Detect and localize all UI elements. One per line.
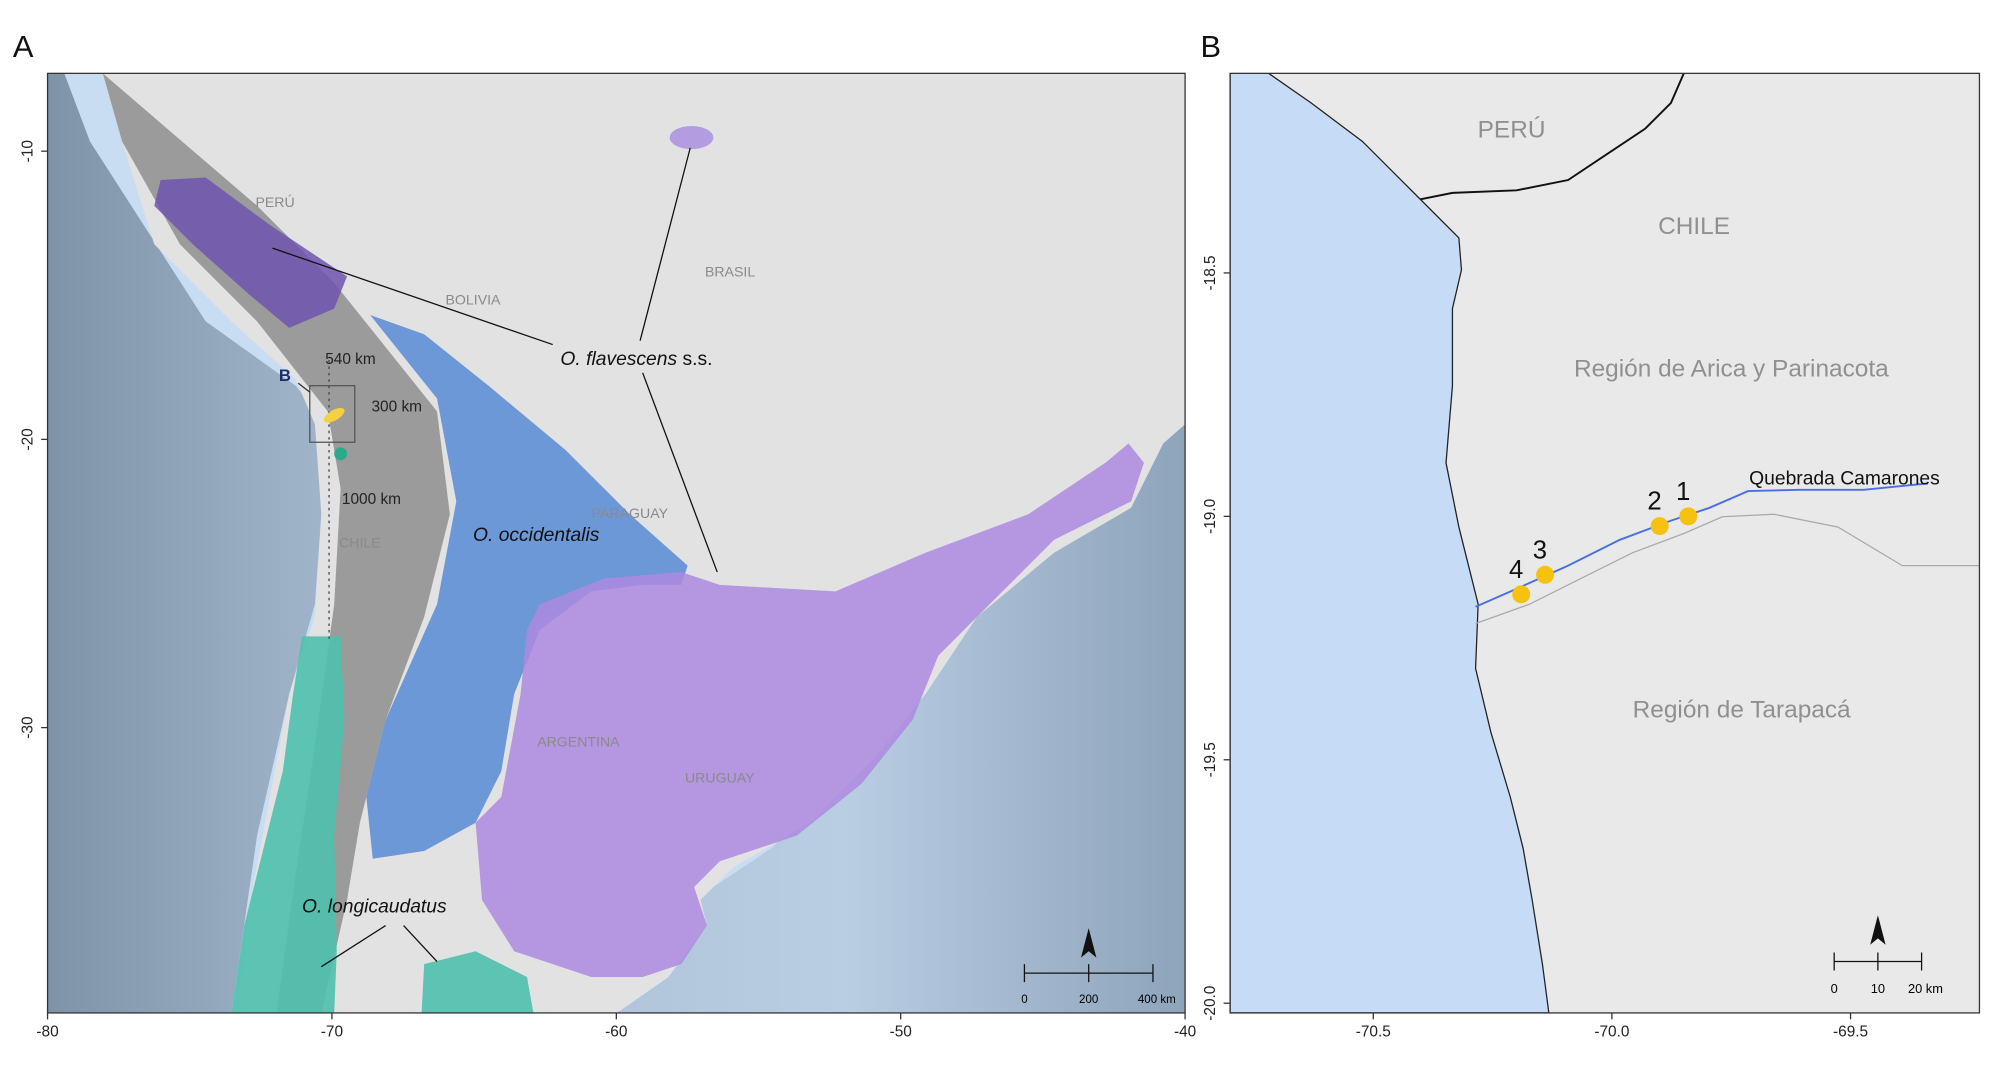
place-label: BOLIVIA [446,292,502,308]
place-label: Región de Arica y Parinacota [1574,356,1889,383]
range-longicaudatus-south [421,951,534,1013]
place-label: CHILE [339,535,381,551]
place-label: Región de Tarapacá [1633,696,1851,723]
inset-label: B [279,366,291,385]
leader [297,382,311,393]
species-name: O. flavescens [560,349,677,370]
distance-label: 1000 km [342,491,401,508]
river-label: Quebrada Camarones [1749,469,1940,490]
place-label: BRASIL [705,263,755,279]
site [1679,507,1698,526]
x-tick-label: -80 [36,1023,58,1040]
site-label: 1 [1676,478,1690,506]
place-label: URUGUAY [685,770,755,786]
scale-bar [1023,964,1154,983]
x-tick-label: -70 [321,1023,343,1040]
inset-box [309,385,356,443]
frame-b [1229,72,1981,1014]
site [1650,517,1669,536]
range-flavescens-east [475,443,1144,977]
site-dot [334,447,348,461]
place-label: PARAGUAY [592,505,669,521]
north-arrow [1870,915,1886,945]
scale-bar [1833,952,1923,971]
y-tick-label: -20 [19,428,36,450]
place-label: PERÚ [255,194,294,210]
y-tick-label: -30 [19,716,36,738]
scale-label: 0 [1021,994,1027,1006]
place-label: PERÚ [1478,117,1546,144]
site-label: 4 [1509,556,1523,584]
site [1536,565,1555,584]
y-tick-label: -18.5 [1202,255,1219,290]
ocean [1230,73,1550,1013]
x-tick-label: -50 [890,1023,912,1040]
y-tick-label: -19.5 [1202,742,1219,777]
y-tick-label: -20.0 [1202,986,1219,1021]
x-tick-label: -70.0 [1594,1023,1629,1040]
border [1420,73,1685,201]
range-flavescens-north [154,177,348,328]
north-arrow [1080,928,1097,958]
distance-label: 540 km [325,351,376,368]
y-tick-label: -10 [19,140,36,162]
scale-label: 0 [1831,981,1838,996]
x-tick-label: -40 [1174,1023,1196,1040]
species-suffix: s.s. [682,349,712,370]
range-occidentalis [366,314,688,859]
range-longicaudatus [231,636,345,1013]
andes [102,73,450,1013]
x-tick-label: -69.5 [1833,1023,1868,1040]
scale-label: 20 km [1908,981,1943,996]
x-tick-label: -60 [605,1023,627,1040]
x-tick-label: -70.5 [1356,1023,1391,1040]
scale-label: 400 km [1138,994,1176,1006]
leaders [272,147,718,968]
panel-label: B [1201,29,1222,64]
scale-label: 200 [1079,994,1098,1006]
scale-label: 10 [1871,981,1885,996]
distance-label: 300 km [371,399,422,416]
y-tick-label: -19.0 [1202,499,1219,534]
map-b: PERÚ CHILE Región de Arica y Parinacota … [1230,73,1980,1013]
site [1512,585,1531,604]
place-label: CHILE [1658,213,1730,240]
place-label: ARGENTINA [537,734,620,750]
range-b [323,407,345,423]
species-label: O. flavescens s.s. [560,349,712,370]
species-label: O. occidentalis [473,525,600,546]
map-a: PERÚ BOLIVIA BRASIL PARAGUAY CHILE ARGEN… [47,73,1186,1013]
range-flavescens-brazil [669,126,714,150]
panel-label: A [13,29,34,64]
species-label: O. longicaudatus [302,897,447,918]
site-label: 2 [1647,488,1661,516]
site-label: 3 [1533,536,1547,564]
road [1475,513,1980,625]
